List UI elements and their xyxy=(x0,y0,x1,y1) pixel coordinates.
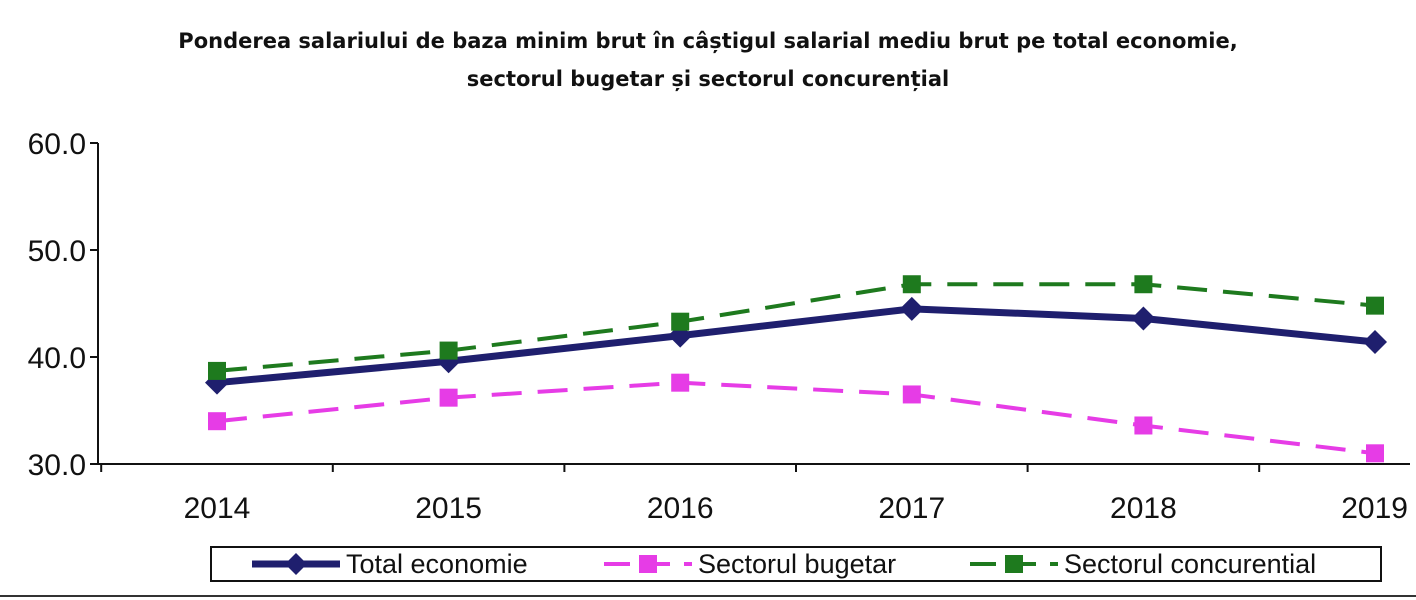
y-tick-label: 30.0 xyxy=(28,449,86,482)
legend-label-sectorul-bugetar: Sectorul bugetar xyxy=(698,548,897,579)
x-tick-label: 2019 xyxy=(1341,492,1408,525)
x-tick-label: 2018 xyxy=(1110,492,1177,525)
series-total-economie xyxy=(205,296,1387,395)
chart-title-line-2: sectorul bugetar și sectorul concurenția… xyxy=(466,67,950,91)
series-line-sectorul-concurential xyxy=(216,282,1376,373)
data-point-sectorul-concurential xyxy=(1134,275,1153,294)
series-line-sectorul-bugetar xyxy=(216,380,1376,456)
legend-swatch-sectorul-concurential xyxy=(970,555,1058,573)
series-sectorul-concurential xyxy=(208,275,1384,380)
x-tick-label: 2014 xyxy=(184,492,251,525)
data-point-total-economie xyxy=(1131,306,1156,331)
x-tick-label: 2016 xyxy=(647,492,714,525)
series-line-total-economie xyxy=(216,305,1376,387)
data-point-sectorul-bugetar xyxy=(1134,416,1153,435)
x-tick-label: 2015 xyxy=(415,492,482,525)
legend-item-total-economie: Total economie xyxy=(250,548,528,580)
data-point-sectorul-bugetar xyxy=(671,373,690,392)
data-point-sectorul-bugetar xyxy=(208,412,226,431)
data-point-total-economie xyxy=(1363,330,1387,355)
legend-item-sectorul-concurential: Sectorul concurential xyxy=(968,548,1316,580)
data-point-sectorul-concurential xyxy=(208,361,226,380)
series-sectorul-bugetar xyxy=(208,373,1384,463)
line-chart: 30.0 40.0 50.0 60.0 2014 2015 2016 2017 2018 2019 xyxy=(28,128,1410,525)
legend-swatch-total-economie xyxy=(252,553,340,575)
legend: Total economie Sectorul bugetar Sectorul… xyxy=(210,546,1382,582)
data-point-sectorul-bugetar xyxy=(439,388,458,407)
data-point-sectorul-concurential xyxy=(439,341,458,360)
axes xyxy=(90,142,1410,472)
y-tick-label: 60.0 xyxy=(28,128,86,161)
data-point-sectorul-concurential xyxy=(671,312,690,331)
data-point-sectorul-concurential xyxy=(902,275,921,294)
y-tick-label: 50.0 xyxy=(28,235,86,268)
chart-title-line-1: Ponderea salariului de baza minim brut î… xyxy=(178,29,1238,53)
x-tick-label: 2017 xyxy=(878,492,945,525)
data-point-sectorul-bugetar xyxy=(902,385,921,404)
legend-swatch-sectorul-bugetar xyxy=(604,555,692,573)
data-point-sectorul-bugetar xyxy=(1366,444,1384,463)
legend-label-sectorul-concurential: Sectorul concurential xyxy=(1064,548,1317,579)
legend-item-sectorul-bugetar: Sectorul bugetar xyxy=(602,548,896,580)
series-group xyxy=(205,275,1387,463)
chart-title: Ponderea salariului de baza minim brut î… xyxy=(0,22,1416,98)
legend-label-total-economie: Total economie xyxy=(346,548,528,579)
y-tick-label: 40.0 xyxy=(28,342,86,375)
data-point-total-economie xyxy=(899,296,924,321)
tick-labels: 30.0 40.0 50.0 60.0 2014 2015 2016 2017 2018 2019 xyxy=(28,128,1408,525)
data-point-sectorul-concurential xyxy=(1366,296,1384,315)
bottom-rule xyxy=(0,595,1416,597)
